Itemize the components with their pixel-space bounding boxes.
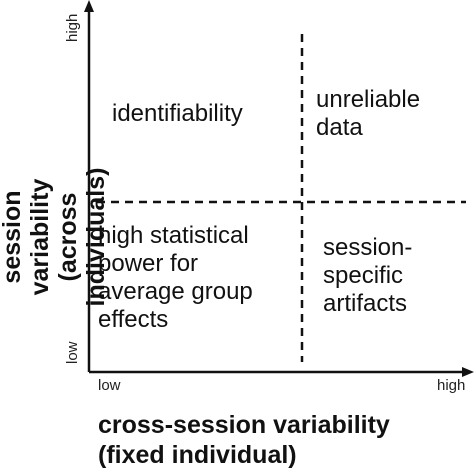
y-axis-arrowhead: [84, 0, 94, 12]
quadrant-bottom-right-label: session- specific artifacts: [323, 234, 413, 317]
y-axis-label-container: within-session variability (across indiv…: [0, 0, 110, 474]
quadrant-top-right-label: unreliable data: [316, 86, 421, 141]
x-tick-high: high: [437, 377, 466, 394]
x-axis-label: cross-session variability (fixed individ…: [98, 411, 390, 469]
y-axis-label: within-session variability (across indiv…: [0, 167, 110, 307]
quadrant-top-left-label: identifiability: [112, 100, 243, 127]
y-tick-high: high: [64, 13, 81, 42]
y-tick-low: low: [64, 341, 81, 364]
x-tick-low: low: [98, 377, 121, 394]
x-axis-arrowhead: [462, 367, 474, 377]
quadrant-bottom-left-label: high statistical power for average group…: [98, 222, 253, 333]
